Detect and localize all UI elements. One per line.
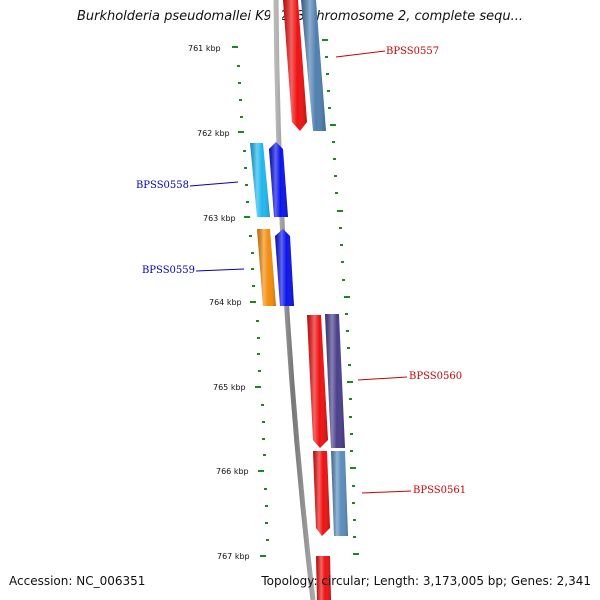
tick-label-764: 764 kbp: [209, 298, 242, 307]
gene-bpss0560[interactable]: [307, 314, 345, 448]
scale-ticks: [232, 39, 359, 557]
gene-label-bpss0560[interactable]: BPSS0560: [409, 371, 462, 382]
gene-bpss0558[interactable]: [250, 142, 288, 217]
map-title: Burkholderia pseudomallei K96243 chromos…: [76, 9, 524, 24]
gene-label-bpss0558[interactable]: BPSS0558: [136, 180, 189, 191]
gene-label-bpss0561[interactable]: BPSS0561: [413, 485, 466, 496]
tick-label-766: 766 kbp: [216, 467, 249, 476]
gene-bpss0561[interactable]: [313, 451, 348, 536]
topology-text: Topology: circular; Length: 3,173,005 bp…: [261, 574, 591, 588]
tick-label-765: 765 kbp: [213, 383, 246, 392]
label-leaders: [189, 50, 412, 494]
tick-label-761: 761 kbp: [188, 44, 221, 53]
gene-bpss0557[interactable]: [283, 0, 326, 131]
gene-label-bpss0559[interactable]: BPSS0559: [142, 265, 195, 276]
gene-bpss0559[interactable]: [257, 229, 294, 306]
gene-label-bpss0557[interactable]: BPSS0557: [386, 46, 439, 57]
tick-label-763: 763 kbp: [203, 214, 236, 223]
gene-partial-bottom: [316, 556, 331, 600]
tick-label-767: 767 kbp: [217, 552, 250, 561]
tick-label-762: 762 kbp: [197, 129, 230, 138]
accession-text: Accession: NC_006351: [9, 574, 146, 588]
